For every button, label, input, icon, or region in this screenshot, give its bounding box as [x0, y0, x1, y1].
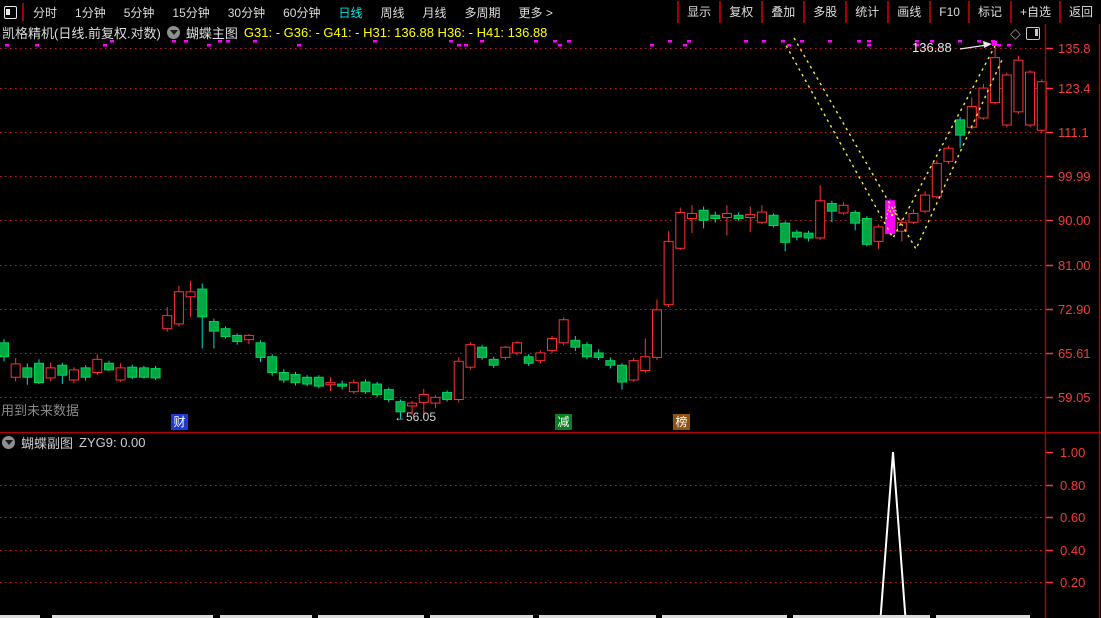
main-y-axis: 135.8 123.4 111.1 99.99 90.00 81.00 72.90 65.61… [1046, 41, 1091, 405]
svg-text:81.00: 81.00 [1058, 258, 1091, 273]
action-button-8[interactable]: +自选 [1009, 1, 1059, 23]
action-menu: 显示 复权 叠加 多股 统计 画线 F10 标记 +自选 返回 [677, 0, 1101, 24]
period-item-4[interactable]: 30分钟 [227, 5, 266, 20]
svg-text:0.20: 0.20 [1060, 575, 1085, 590]
period-item-7[interactable]: 周线 [380, 5, 405, 20]
svg-text:59.05: 59.05 [1058, 390, 1091, 405]
sub-chart-header: 蝴蝶副图 ZYG9: 0.00 [2, 435, 146, 451]
action-button-9[interactable]: 返回 [1058, 1, 1101, 23]
sub-y-axis: 1.00 0.80 0.60 0.40 0.20 [1046, 445, 1085, 590]
candlestick-series [0, 44, 1047, 419]
action-button-6[interactable]: F10 [929, 1, 968, 23]
action-button-0[interactable]: 显示 [677, 1, 719, 23]
sub-indicator-name[interactable]: 蝴蝶副图 [21, 436, 74, 451]
main-chart-header: 凯格精机(日线.前复权.对数) 蝴蝶主图 G31: - G36: - G41: … [2, 25, 548, 41]
svg-text:111.1: 111.1 [1058, 125, 1089, 140]
low-price-label: ←56.05 [394, 410, 437, 424]
period-item-3[interactable]: 15分钟 [172, 5, 210, 20]
chart-corner-icons: ◇ [1010, 26, 1040, 40]
top-toolbar: 分时 1分钟 5分钟 15分钟 30分钟 60分钟 日线 周线 月线 多周期 更多 > 显示 复权 叠加… [0, 0, 1101, 24]
peak-price-label: 136.88 [912, 40, 952, 55]
indicator-values: G31: - G36: - G41: - H31: 136.88 H36: - … [243, 25, 548, 40]
event-tag-0: 财 [171, 414, 188, 430]
period-item-9[interactable]: 多周期 [464, 5, 501, 20]
action-button-4[interactable]: 统计 [845, 1, 887, 23]
window-icon[interactable] [4, 5, 17, 19]
period-item-5[interactable]: 60分钟 [283, 5, 321, 20]
action-button-5[interactable]: 画线 [887, 1, 929, 23]
panel-borders [0, 24, 1101, 618]
signal-marks [5, 40, 1011, 47]
action-button-1[interactable]: 复权 [719, 1, 761, 23]
window-icon-wrap [0, 3, 24, 21]
svg-text:0.60: 0.60 [1060, 510, 1085, 525]
svg-text:72.90: 72.90 [1058, 302, 1091, 317]
period-item-1[interactable]: 1分钟 [75, 5, 106, 20]
svg-text:99.99: 99.99 [1058, 169, 1091, 184]
butterfly-pattern-lines [782, 37, 1003, 251]
svg-text:123.4: 123.4 [1058, 81, 1091, 96]
period-item-0[interactable]: 分时 [33, 5, 58, 20]
action-button-2[interactable]: 叠加 [761, 1, 803, 23]
svg-text:135.8: 135.8 [1058, 41, 1091, 56]
zyg9-spike [879, 451, 907, 618]
peak-annotation [959, 41, 997, 50]
action-button-3[interactable]: 多股 [803, 1, 845, 23]
event-tag-1: 减 [555, 414, 572, 430]
chevron-down-circle-icon[interactable] [2, 436, 15, 449]
panel-split-icon[interactable] [1025, 26, 1040, 40]
svg-text:0.40: 0.40 [1060, 543, 1085, 558]
svg-text:1.00: 1.00 [1060, 445, 1085, 460]
svg-text:90.00: 90.00 [1058, 213, 1091, 228]
stock-title: 凯格精机(日线.前复权.对数) [2, 26, 161, 41]
main-indicator-name[interactable]: 蝴蝶主图 [185, 26, 238, 41]
svg-text:65.61: 65.61 [1058, 346, 1091, 361]
future-data-note: 用到未来数据 [1, 403, 80, 418]
period-menu: 分时 1分钟 5分钟 15分钟 30分钟 60分钟 日线 周线 月线 多周期 更多 > [24, 4, 562, 21]
period-item-6[interactable]: 日线 [338, 5, 363, 20]
period-item-8[interactable]: 月线 [422, 5, 447, 20]
bottom-taskbar-strip [0, 615, 1030, 618]
diamond-icon[interactable]: ◇ [1010, 25, 1021, 41]
action-button-7[interactable]: 标记 [967, 1, 1010, 23]
period-item-2[interactable]: 5分钟 [123, 5, 155, 20]
sub-indicator-value: ZYG9: 0.00 [79, 435, 146, 450]
period-item-10[interactable]: 更多 > [518, 5, 553, 20]
chevron-down-circle-icon[interactable] [166, 26, 180, 39]
svg-text:0.80: 0.80 [1060, 478, 1085, 493]
event-tag-2: 榜 [673, 414, 690, 430]
sub-gridlines [0, 485, 1045, 583]
